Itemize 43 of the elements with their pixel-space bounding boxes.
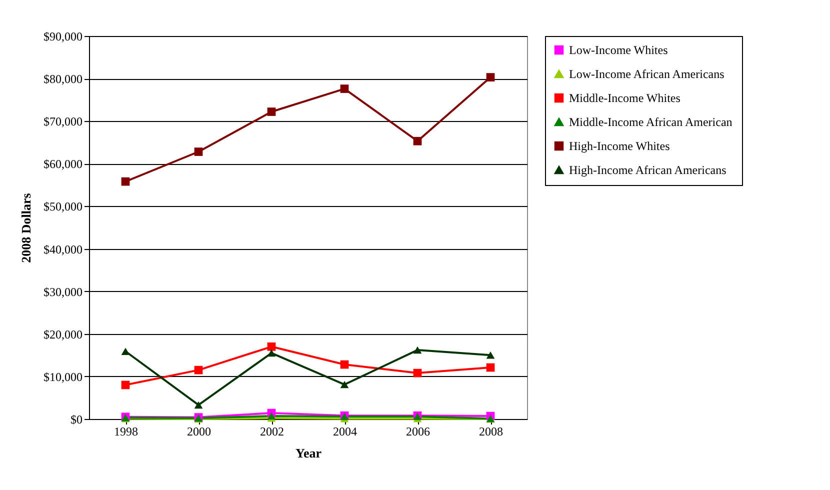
y-tick-label: $0 (70, 412, 82, 426)
point (194, 401, 203, 409)
point (340, 360, 349, 369)
y-tick-label: $80,000 (44, 72, 82, 86)
y-tick-label: $60,000 (44, 157, 82, 172)
point (413, 346, 422, 354)
legend-label: Middle-Income African American (569, 115, 732, 129)
x-axis-title: Year (296, 446, 322, 460)
y-tick-label: $20,000 (44, 327, 82, 342)
legend-label: Low-Income African Americans (569, 67, 725, 81)
point (267, 342, 276, 351)
point (194, 366, 203, 374)
y-tick-label: $10,000 (44, 370, 82, 384)
x-tick-label: 1998 (114, 424, 138, 438)
point (413, 136, 422, 146)
x-tick-label: 2002 (260, 424, 284, 438)
point (486, 352, 495, 359)
y-tick-label: $90,000 (44, 30, 82, 44)
legend-label: High-Income Whites (569, 139, 670, 153)
legend-label: Low-Income Whites (569, 43, 668, 57)
y-axis-title: 2008 Dollars (18, 193, 34, 263)
x-tick-label: 2008 (479, 424, 503, 438)
y-tick-label: $40,000 (44, 242, 82, 256)
x-tick-label: 2004 (333, 424, 357, 438)
legend-label: High-Income African Americans (569, 163, 727, 177)
point (267, 349, 276, 357)
x-tick-label: 2006 (406, 424, 430, 438)
x-tick-label: 2000 (187, 424, 211, 438)
point (267, 412, 276, 420)
legend-label: Middle-Income Whites (569, 91, 681, 105)
point (121, 348, 130, 355)
point (486, 73, 495, 82)
point (121, 380, 130, 390)
point (340, 84, 349, 93)
point (121, 177, 130, 186)
y-tick-label: $50,000 (44, 200, 82, 214)
point (413, 368, 422, 378)
point (267, 108, 276, 116)
point (340, 380, 349, 388)
point (486, 363, 495, 372)
y-tick-label: $30,000 (44, 284, 82, 299)
y-tick-label: $70,000 (44, 114, 82, 129)
point (194, 148, 203, 156)
